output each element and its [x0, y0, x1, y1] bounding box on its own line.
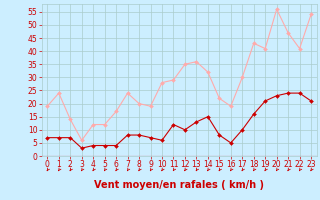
X-axis label: Vent moyen/en rafales ( km/h ): Vent moyen/en rafales ( km/h )	[94, 180, 264, 190]
